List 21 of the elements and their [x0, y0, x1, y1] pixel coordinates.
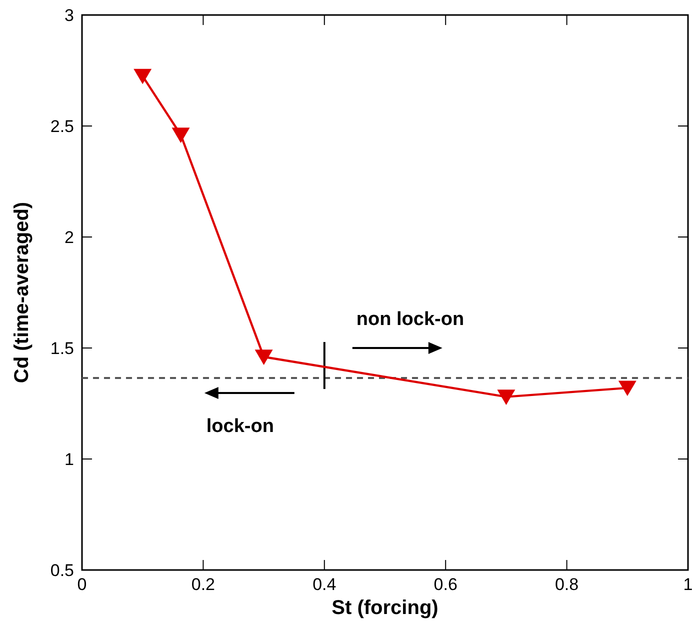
x-tick-label: 0.4: [312, 575, 336, 594]
y-tick-label: 1: [64, 450, 74, 469]
y-tick-label: 3: [64, 6, 74, 25]
point: [134, 68, 152, 84]
point: [254, 350, 273, 365]
y-tick-label: 2: [64, 228, 74, 247]
annotation: lock-on: [206, 416, 274, 437]
y-axis-title: Cd (time-averaged): [11, 202, 33, 384]
y-tick-label: 1.5: [50, 339, 74, 358]
y-tick-label: 2.5: [50, 117, 74, 136]
x-tick-label: 1: [683, 575, 692, 594]
x-tick-label: 0: [77, 575, 87, 594]
point: [497, 390, 516, 405]
annotation: non lock-on: [356, 309, 464, 330]
y-tick-label: 0.5: [50, 561, 74, 580]
x-tick-label: 0.8: [554, 575, 579, 594]
x-axis-title: St (forcing): [332, 597, 438, 619]
point: [172, 128, 190, 143]
point: [618, 380, 636, 396]
x-tick-label: 0.2: [191, 575, 216, 594]
x-tick-label: 0.6: [434, 575, 458, 594]
